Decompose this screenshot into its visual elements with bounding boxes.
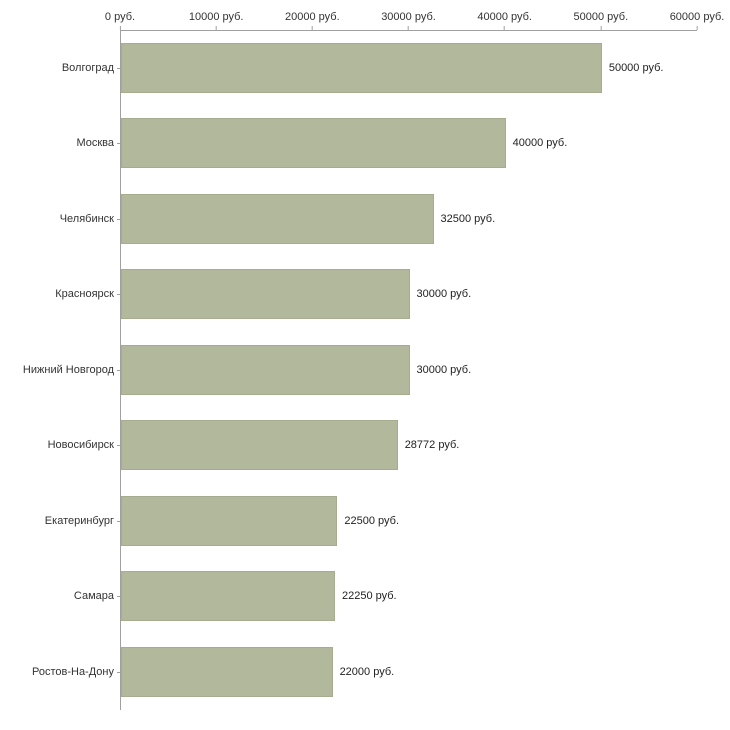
x-tick-mark (696, 26, 698, 30)
value-label: 50000 руб. (608, 61, 664, 74)
y-tick-mark (117, 369, 120, 371)
category-label: Красноярск (55, 288, 114, 301)
x-tick: 60000 руб. (669, 11, 725, 30)
value-label: 22500 руб. (344, 514, 399, 527)
bar (121, 118, 506, 169)
y-tick-mark (117, 671, 120, 673)
x-tick-mark (119, 26, 121, 30)
x-tick-mark (215, 26, 217, 30)
bar (121, 646, 333, 697)
bar-row: Новосибирск 28772 руб. (48, 408, 698, 484)
bar (121, 420, 398, 471)
bar-row: Красноярск 30000 руб. (55, 257, 698, 333)
bar (121, 344, 410, 395)
x-tick-label: 50000 руб. (573, 11, 629, 23)
y-tick-mark (117, 445, 120, 447)
value-label: 30000 руб. (416, 363, 472, 376)
x-tick: 0 руб. (105, 11, 135, 30)
bar-row: Москва 40000 руб. (76, 106, 698, 182)
x-tick-mark (408, 26, 409, 30)
category-label: Новосибирск (47, 439, 114, 452)
bar (121, 193, 434, 244)
category-label: Нижний Новгород (22, 363, 114, 376)
y-tick-mark (117, 67, 120, 69)
y-tick-mark (117, 596, 120, 598)
bar-row: Екатеринбург 22500 руб. (45, 483, 698, 559)
y-tick-mark (117, 294, 120, 296)
x-tick: 10000 руб. (188, 11, 244, 30)
x-tick: 40000 руб. (477, 11, 532, 30)
category-label: Екатеринбург (44, 514, 114, 527)
x-tick: 50000 руб. (573, 11, 629, 30)
bar-row: Нижний Новгород 30000 руб. (23, 332, 698, 408)
x-tick: 30000 руб. (381, 11, 436, 30)
value-label: 22000 руб. (339, 665, 395, 678)
y-tick-mark (117, 218, 120, 220)
x-tick-mark (504, 26, 506, 30)
bar (121, 571, 335, 622)
x-axis: 0 руб. 10000 руб. 20000 руб. 30000 руб. … (105, 0, 724, 31)
bar (121, 495, 338, 546)
bar-row: Волгоград 50000 руб. (62, 30, 698, 106)
category-label: Ростов-На-Дону (31, 665, 114, 678)
value-label: 22250 руб. (341, 590, 397, 603)
value-label: 32500 руб. (440, 212, 496, 225)
x-tick: 20000 руб. (285, 11, 340, 30)
x-tick-label: 0 руб. (104, 11, 136, 23)
bar-row: Челябинск 32500 руб. (60, 181, 698, 257)
y-tick-mark (117, 520, 120, 522)
category-label: Москва (76, 137, 114, 150)
category-label: Челябинск (59, 212, 114, 225)
y-tick-mark (117, 143, 120, 145)
category-label: Волгоград (61, 61, 114, 74)
x-tick-label: 20000 руб. (285, 11, 340, 23)
category-label: Самара (73, 590, 114, 603)
x-tick-label: 10000 руб. (188, 11, 244, 23)
x-tick-label: 40000 руб. (477, 11, 532, 23)
bar (121, 42, 602, 93)
value-label: 40000 руб. (512, 137, 568, 150)
x-tick-label: 60000 руб. (669, 11, 725, 23)
bar-row: Ростов-На-Дону 22000 руб. (32, 634, 698, 710)
chart-plot-area: Волгоград 50000 руб. Москва 40000 руб. Ч… (23, 30, 698, 710)
value-label: 28772 руб. (404, 439, 460, 452)
bar-row: Самара 22250 руб. (74, 559, 698, 635)
value-label: 30000 руб. (416, 288, 472, 301)
bar (121, 269, 410, 320)
x-tick-label: 30000 руб. (381, 11, 436, 23)
x-tick-mark (311, 26, 313, 30)
x-tick-mark (600, 26, 602, 30)
